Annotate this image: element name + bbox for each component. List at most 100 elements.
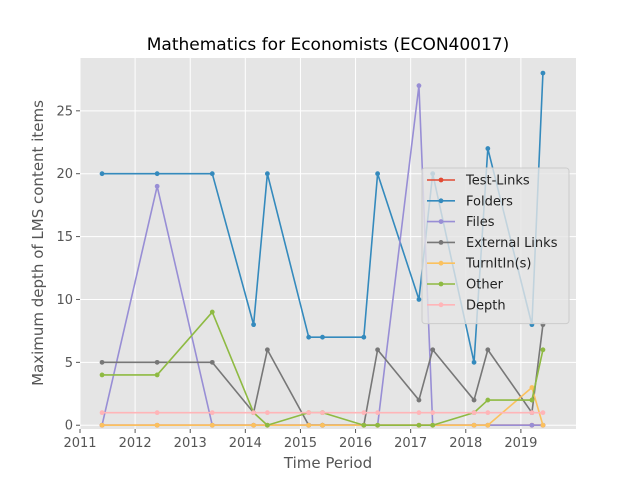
y-axis-label: Maximum depth of LMS content items: [29, 100, 47, 386]
x-tick-label: 2013: [174, 436, 207, 451]
legend-label: Folders: [466, 194, 513, 209]
axis-ticks: 2011 2012 2013 2014 2015 2016 2017 2018 20190510…: [56, 104, 537, 451]
data-point: [485, 410, 491, 416]
y-tick-label: 25: [56, 104, 73, 119]
legend-swatch-marker: [438, 198, 444, 204]
data-point: [471, 422, 477, 428]
x-tick-label: 2012: [119, 436, 152, 451]
x-tick-label: 2017: [394, 436, 427, 451]
data-point: [529, 410, 535, 416]
data-point: [416, 410, 422, 416]
data-point: [306, 422, 312, 428]
x-axis-label: Time Period: [283, 454, 372, 472]
legend-item: TurnItIn(s): [427, 257, 531, 272]
legend-swatch-marker: [438, 260, 444, 266]
data-point: [540, 70, 546, 76]
data-point: [251, 422, 256, 428]
data-point: [430, 410, 436, 416]
data-point: [154, 410, 160, 416]
data-point: [529, 422, 535, 428]
legend-swatch-marker: [438, 240, 444, 245]
data-point: [320, 422, 325, 428]
legend-item: Test-Links: [427, 174, 530, 189]
y-tick-label: 0: [65, 419, 73, 434]
data-point: [306, 410, 312, 416]
data-point: [416, 422, 422, 428]
data-point: [485, 146, 491, 151]
legend-label: TurnItIn(s): [465, 257, 531, 272]
data-point: [416, 297, 422, 302]
data-point: [361, 410, 367, 416]
legend-item: Folders: [427, 194, 513, 209]
data-point: [209, 171, 215, 177]
legend-label: External Links: [466, 236, 558, 251]
data-point: [251, 410, 256, 416]
data-point: [209, 422, 215, 428]
data-point: [306, 334, 312, 340]
data-point: [485, 347, 491, 353]
data-point: [416, 83, 422, 89]
legend-label: Depth: [466, 298, 506, 313]
data-point: [361, 422, 367, 428]
data-point: [99, 171, 105, 177]
data-point: [154, 359, 160, 365]
x-tick-label: 2018: [449, 436, 482, 451]
legend-label: Other: [466, 278, 504, 293]
x-tick-label: 2019: [504, 436, 537, 451]
data-point: [99, 372, 105, 378]
series-depth: [99, 410, 546, 416]
legend-box: [421, 167, 570, 325]
data-point: [529, 385, 535, 390]
data-point: [375, 171, 380, 177]
data-point: [209, 309, 215, 315]
data-point: [361, 334, 367, 340]
series-lines: [99, 70, 546, 428]
data-point: [154, 183, 160, 189]
legend-label: Test-Links: [465, 174, 530, 189]
data-point: [264, 422, 270, 428]
data-point: [264, 171, 270, 177]
x-tick-label: 2014: [229, 436, 262, 451]
legend-swatch-marker: [438, 281, 444, 287]
chart-title: Mathematics for Economists (ECON40017): [147, 35, 510, 55]
data-point: [375, 422, 380, 428]
data-point: [154, 422, 160, 428]
legend-item: Other: [427, 278, 504, 293]
data-point: [471, 397, 477, 403]
y-tick-label: 20: [56, 167, 73, 182]
data-point: [485, 397, 491, 403]
data-point: [99, 422, 105, 428]
data-point: [264, 410, 270, 416]
data-point: [471, 359, 477, 365]
x-tick-label: 2011: [63, 436, 96, 451]
data-point: [251, 322, 256, 328]
data-point: [529, 397, 535, 403]
data-point: [154, 171, 160, 177]
data-point: [540, 410, 546, 416]
y-tick-label: 5: [65, 356, 73, 371]
data-point: [540, 347, 546, 353]
data-point: [264, 347, 270, 353]
legend-swatch-marker: [438, 302, 444, 308]
data-point: [471, 410, 477, 416]
data-point: [99, 359, 105, 365]
x-tick-label: 2016: [339, 436, 372, 451]
legend-swatch-marker: [438, 177, 444, 183]
data-point: [209, 359, 215, 365]
data-point: [485, 422, 491, 428]
data-point: [430, 422, 436, 428]
legend: Test-Links Folders Files External Links Turn…: [421, 167, 570, 325]
data-point: [99, 410, 105, 416]
x-tick-label: 2015: [284, 436, 317, 451]
data-point: [320, 334, 325, 340]
data-point: [416, 397, 422, 403]
data-point: [375, 347, 380, 353]
legend-item: Files: [427, 215, 495, 230]
data-point: [209, 410, 215, 416]
legend-label: Files: [466, 215, 495, 230]
legend-item: Depth: [427, 298, 506, 313]
data-point: [540, 422, 546, 428]
legend-swatch-marker: [438, 219, 444, 225]
